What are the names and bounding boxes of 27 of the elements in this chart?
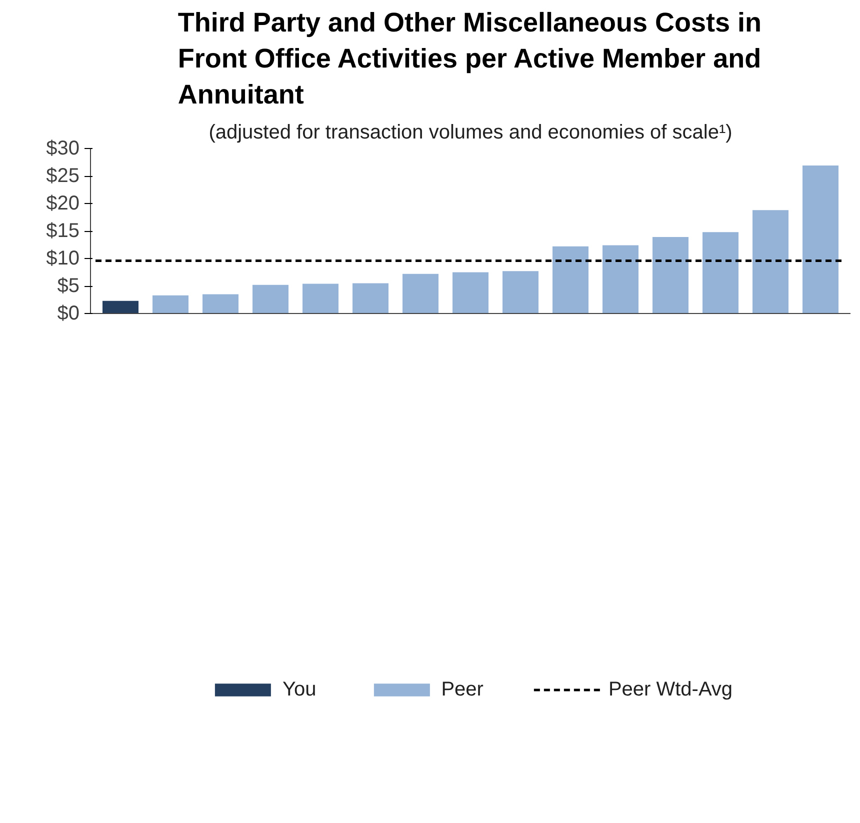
bar (202, 294, 238, 314)
y-tick-label: $15 (46, 220, 80, 242)
bar (402, 274, 438, 314)
bar (752, 210, 788, 314)
bar (252, 284, 288, 314)
bar (102, 300, 138, 314)
bar (452, 272, 488, 314)
bar (152, 295, 188, 314)
legend-label: You (282, 678, 316, 702)
bar (802, 166, 838, 314)
y-tick-label: $10 (46, 248, 80, 270)
bar (352, 283, 388, 314)
y-tick-label: $5 (57, 275, 80, 297)
chart-title: Third Party and Other Miscellaneous Costs in Front Office Activities per Active Member and Annuitant (178, 8, 762, 110)
chart-subtitle: (adjusted for transaction volumes and economies of scale¹) (208, 122, 732, 144)
bar (702, 232, 738, 314)
bar (502, 271, 538, 314)
y-tick-label: $25 (46, 165, 80, 187)
bar (552, 246, 588, 314)
bar (652, 237, 688, 314)
bar (602, 245, 638, 314)
y-tick-label: $0 (57, 302, 80, 324)
legend-label: Peer Wtd-Avg (608, 678, 733, 702)
legend-label: Peer (441, 678, 484, 702)
y-tick-label: $30 (46, 138, 80, 160)
y-tick-label: $20 (46, 192, 80, 214)
bar (302, 284, 338, 314)
